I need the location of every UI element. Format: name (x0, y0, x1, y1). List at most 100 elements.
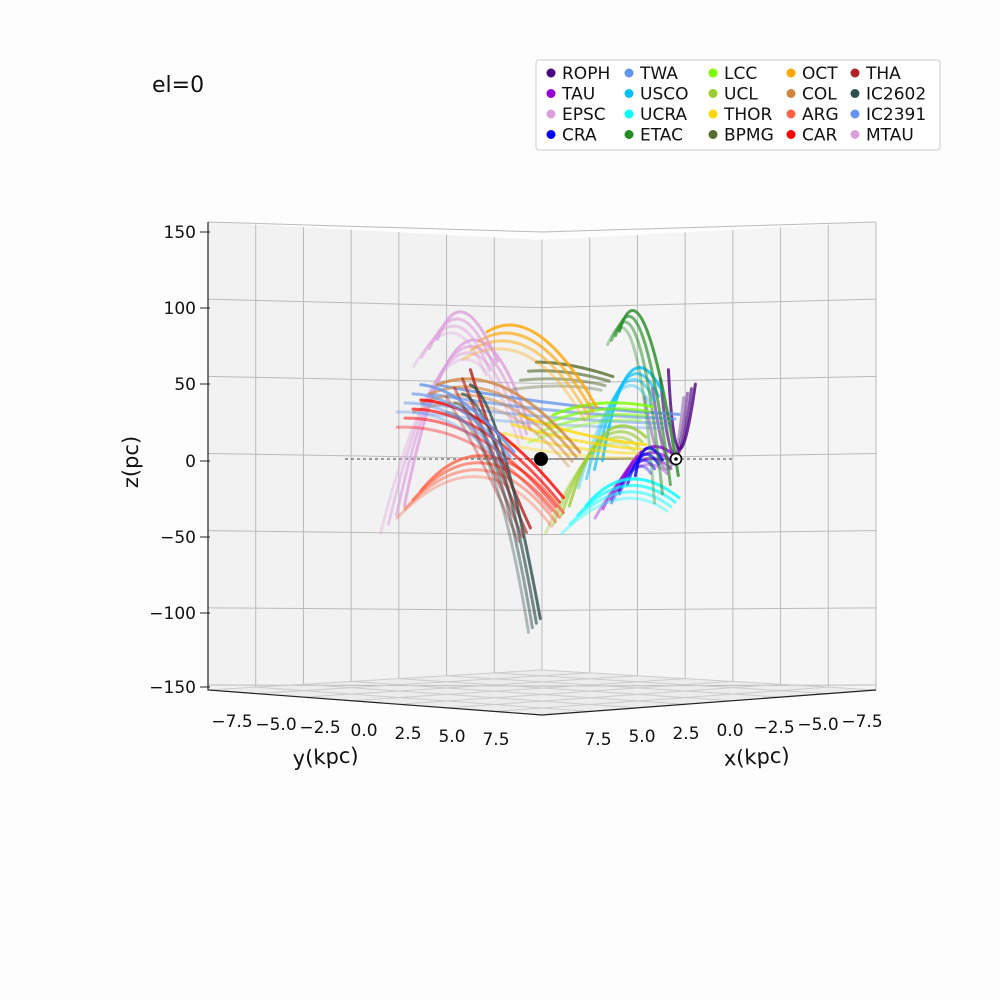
trajectory-oct (485, 323, 598, 409)
legend-label: IC2391 (866, 105, 926, 125)
grid-line-z (541, 298, 877, 309)
z-tick-label: −100 (149, 604, 196, 624)
axis-frame (207, 222, 877, 716)
legend-label: LCC (724, 64, 757, 84)
grid-line-floor (398, 678, 733, 702)
trajectory-ic2391 (403, 401, 508, 463)
trajectory-ucl (560, 430, 644, 517)
trajectory-epsc (387, 351, 524, 526)
x-tick-label: 2.5 (672, 724, 699, 744)
legend-swatch (546, 89, 556, 98)
legend-label: COL (802, 85, 837, 105)
trajectory-ic2602 (453, 401, 534, 630)
grid-line-floor (207, 669, 543, 691)
grid-line-floor (398, 680, 733, 705)
legend-swatch (850, 130, 860, 139)
grid-line-floor (255, 672, 590, 695)
trajectory-ucl (567, 424, 648, 508)
grid-line-z (541, 607, 877, 611)
trajectory-ic2602 (461, 392, 538, 625)
z-tick-label: −50 (160, 528, 196, 548)
y-tick-label: −7.5 (211, 712, 252, 732)
trajectory-ucra (568, 490, 673, 526)
legend-swatch (850, 68, 860, 78)
x-tick-label: −2.5 (753, 718, 794, 738)
y-tick-label: 7.5 (482, 730, 509, 750)
trajectory-epsc (395, 345, 528, 517)
sun-marker (669, 452, 683, 466)
trajectory-etac (618, 309, 680, 478)
legend-box (535, 59, 941, 151)
legend-swatch (546, 130, 556, 139)
legend-label: TWA (639, 64, 678, 84)
grid-line-floor (446, 683, 781, 709)
legend-label: ROPH (562, 64, 610, 84)
legend-swatch (850, 89, 860, 98)
grid-line-z (541, 221, 877, 233)
z-tick-label: 0 (185, 452, 196, 472)
trajectory-ucra (560, 496, 669, 535)
y-axis-label: y(kpc) (292, 743, 359, 770)
legend-swatch (708, 68, 718, 78)
x-axis-label: x(kpc) (723, 743, 790, 770)
x-tick-label: −7.5 (841, 712, 882, 732)
legend-swatch (850, 109, 860, 119)
x-tick-label: 7.5 (584, 730, 611, 750)
z-tick-label: 100 (164, 299, 196, 319)
legend-swatch (624, 109, 634, 119)
legend-label: UCRA (640, 105, 687, 125)
trajectory-col (420, 393, 574, 463)
trajectory-epsc (402, 338, 532, 508)
grid-line-z (207, 530, 543, 536)
trajectory-arg (403, 468, 557, 524)
legend-swatch (786, 68, 796, 78)
trajectory-mtau (420, 324, 491, 372)
trajectory-lcc (543, 407, 651, 426)
trajectories (379, 309, 697, 634)
legend-label: CRA (562, 126, 597, 146)
grid-line-z (207, 298, 543, 309)
trajectory-ucra (584, 477, 681, 508)
y-tick-label: 0.0 (350, 721, 377, 741)
legend-swatch (708, 109, 718, 119)
legend-label: MTAU (866, 126, 914, 146)
trajectory-thor (510, 422, 644, 451)
trajectory-arg (419, 454, 565, 515)
legend-swatch (708, 130, 718, 139)
legend-label: ETAC (640, 126, 683, 146)
trajectory-bpmg (511, 384, 603, 392)
trajectory-mtau (435, 310, 499, 363)
x-tick-label: −5.0 (797, 715, 838, 735)
grid-line-floor (541, 669, 877, 691)
grid-line-floor (494, 686, 829, 712)
grid-line-z (207, 607, 543, 611)
legend-label: UCL (724, 85, 758, 105)
legend-swatch (786, 130, 796, 139)
trajectory-ic2391 (395, 410, 504, 468)
chart-title: el=0 (152, 73, 204, 98)
trajectory-ucl (544, 441, 636, 535)
legend-swatch (624, 89, 634, 98)
legend-label: EPSC (562, 105, 606, 125)
trajectory-ic2391 (419, 383, 516, 454)
legend-label: ARG (802, 105, 839, 125)
trajectory-car (395, 425, 554, 513)
grid-line-floor (351, 678, 686, 702)
legend-swatch (708, 89, 718, 98)
trajectory-car (403, 416, 557, 509)
trajectory-bpmg (534, 360, 615, 378)
y-tick-label: −5.0 (255, 715, 296, 735)
grid-line-floor (303, 675, 638, 698)
trajectory-mtau (428, 317, 495, 368)
y-tick-label: −2.5 (299, 718, 340, 738)
legend-swatch (546, 68, 556, 78)
legend-label: BPMG (724, 126, 774, 146)
legend-swatch (546, 109, 556, 119)
z-axis-label: z(pc) (119, 436, 143, 488)
legend-label: THA (865, 64, 901, 84)
trajectory-thor (518, 413, 648, 447)
trajectory-col (435, 377, 582, 454)
legend-label: CAR (802, 126, 837, 146)
